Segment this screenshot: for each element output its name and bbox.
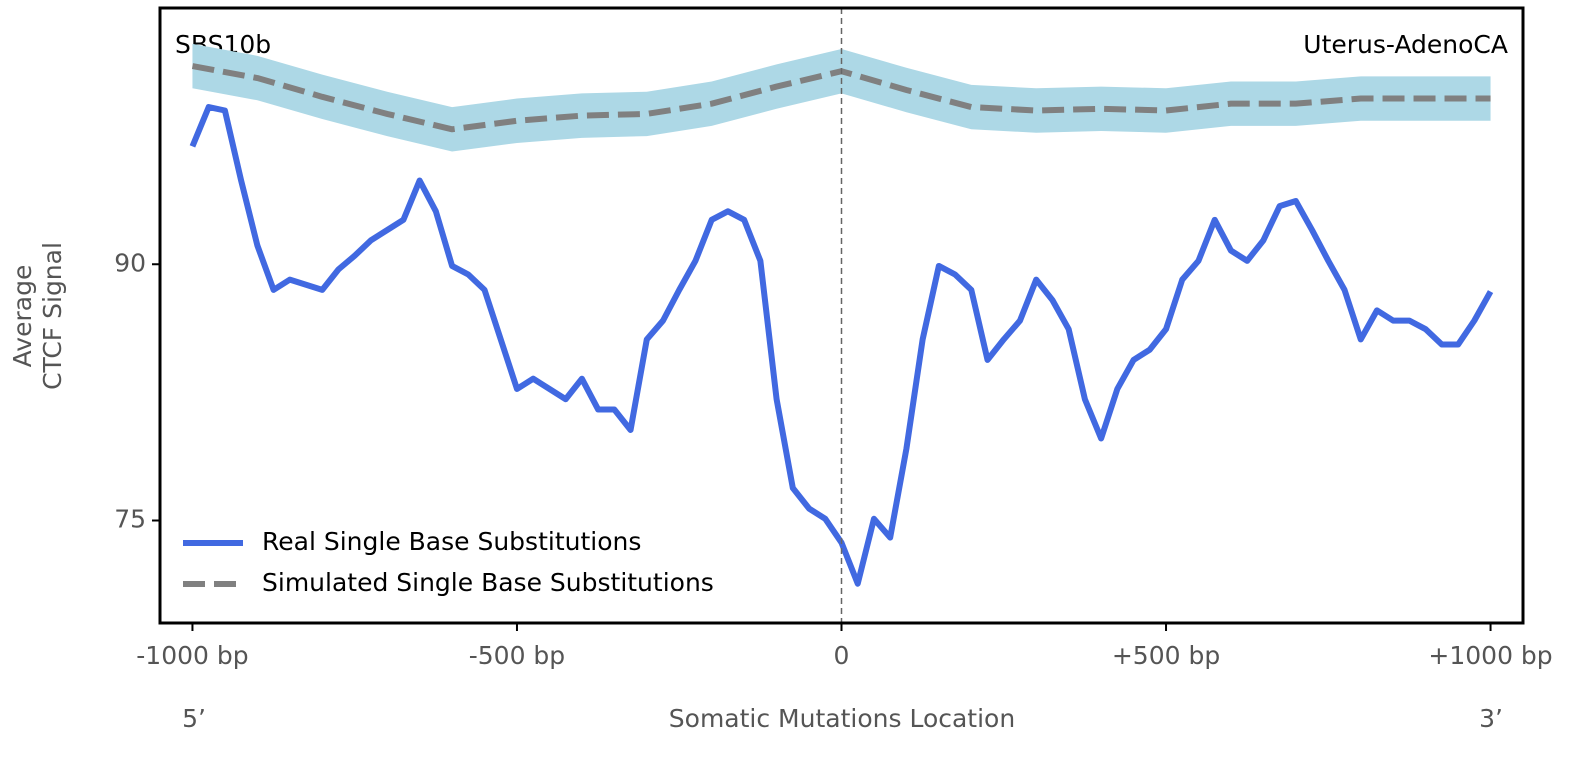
- annotation-right: Uterus-AdenoCA: [1303, 30, 1508, 59]
- x-tick-label: +500 bp: [1112, 641, 1220, 670]
- x-end-label: 5’: [182, 704, 206, 733]
- x-end-label: 3’: [1479, 704, 1503, 733]
- x-axis-label: Somatic Mutations Location: [669, 704, 1015, 733]
- x-tick-label: -1000 bp: [136, 641, 248, 670]
- y-axis-label: Average: [8, 265, 37, 368]
- x-tick-label: 0: [834, 641, 850, 670]
- x-tick-label: -500 bp: [469, 641, 565, 670]
- plot-frame: [158, 6, 1525, 625]
- legend-label: Simulated Single Base Substitutions: [262, 568, 714, 597]
- legend-label: Real Single Base Substitutions: [262, 527, 641, 556]
- y-tick-label: 90: [114, 248, 146, 277]
- y-tick-label: 75: [114, 505, 146, 534]
- confidence-band: [192, 43, 1491, 152]
- x-tick-label: +1000 bp: [1428, 641, 1552, 670]
- y-axis-label: CTCF Signal: [38, 242, 67, 390]
